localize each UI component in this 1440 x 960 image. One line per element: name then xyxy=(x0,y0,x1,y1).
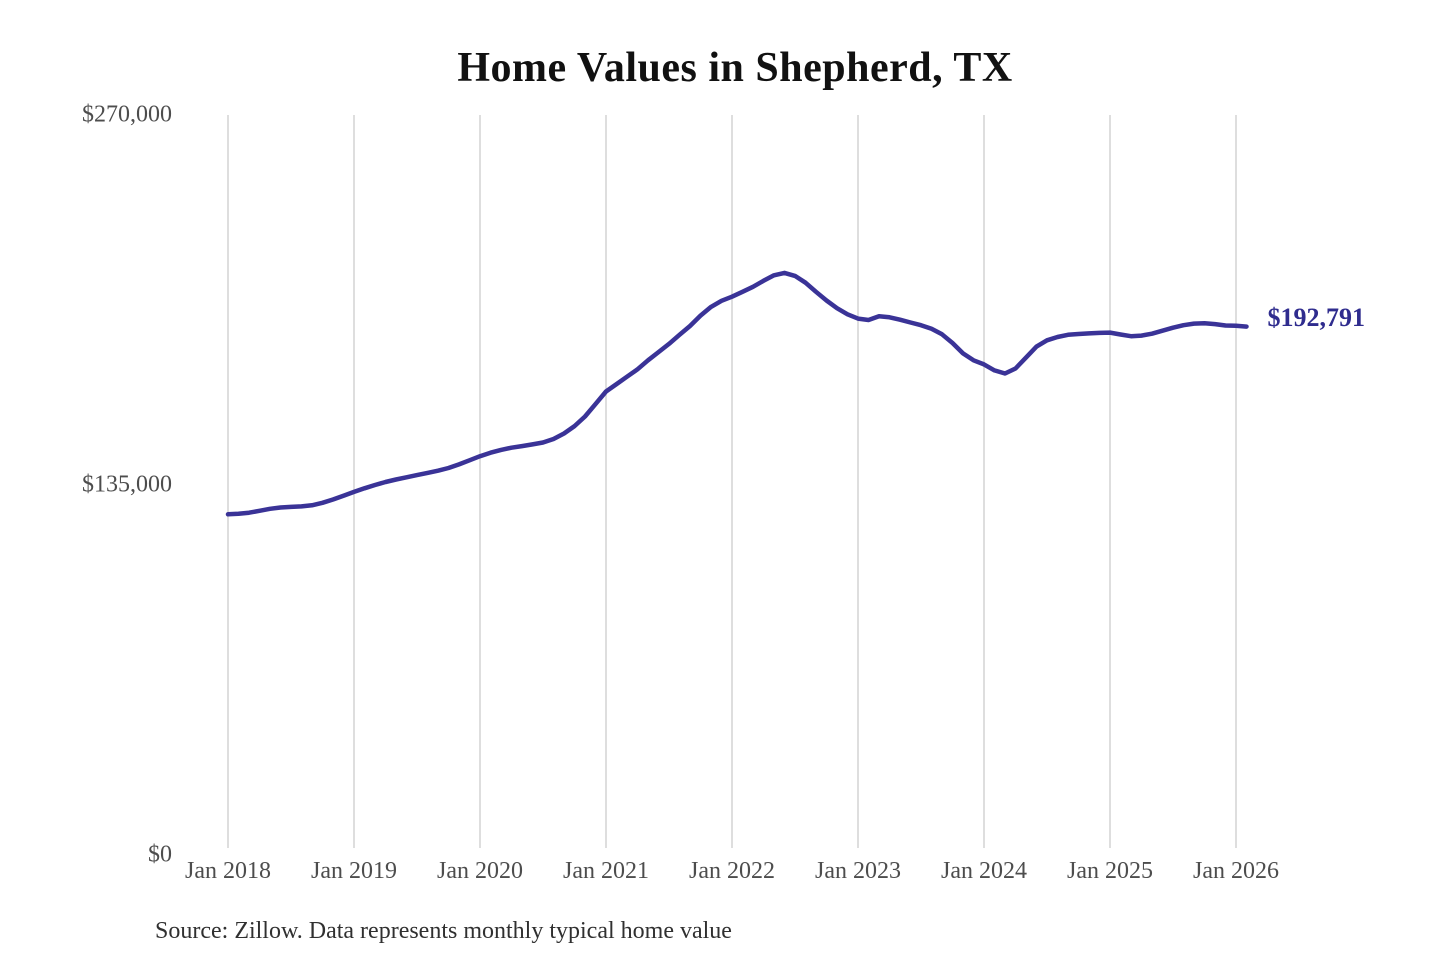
current-value-label: $192,791 xyxy=(1267,302,1366,332)
x-tick-label: Jan 2022 xyxy=(689,858,775,884)
x-tick-label: Jan 2023 xyxy=(815,858,901,884)
x-tick-label: Jan 2018 xyxy=(185,858,271,884)
x-tick-label: Jan 2026 xyxy=(1193,858,1279,884)
x-tick-label: Jan 2021 xyxy=(563,858,649,884)
x-tick-label: Jan 2024 xyxy=(941,858,1027,884)
y-tick-label: $0 xyxy=(148,841,172,868)
x-tick-label: Jan 2025 xyxy=(1067,858,1153,884)
x-tick-label: Jan 2020 xyxy=(437,858,523,884)
chart-title: Home Values in Shepherd, TX xyxy=(457,45,1013,91)
source-note: Source: Zillow. Data represents monthly … xyxy=(155,918,732,944)
x-tick-label: Jan 2019 xyxy=(311,858,397,884)
y-tick-label: $135,000 xyxy=(82,471,172,498)
y-tick-label: $270,000 xyxy=(82,101,172,128)
home-value-line xyxy=(225,270,1249,517)
